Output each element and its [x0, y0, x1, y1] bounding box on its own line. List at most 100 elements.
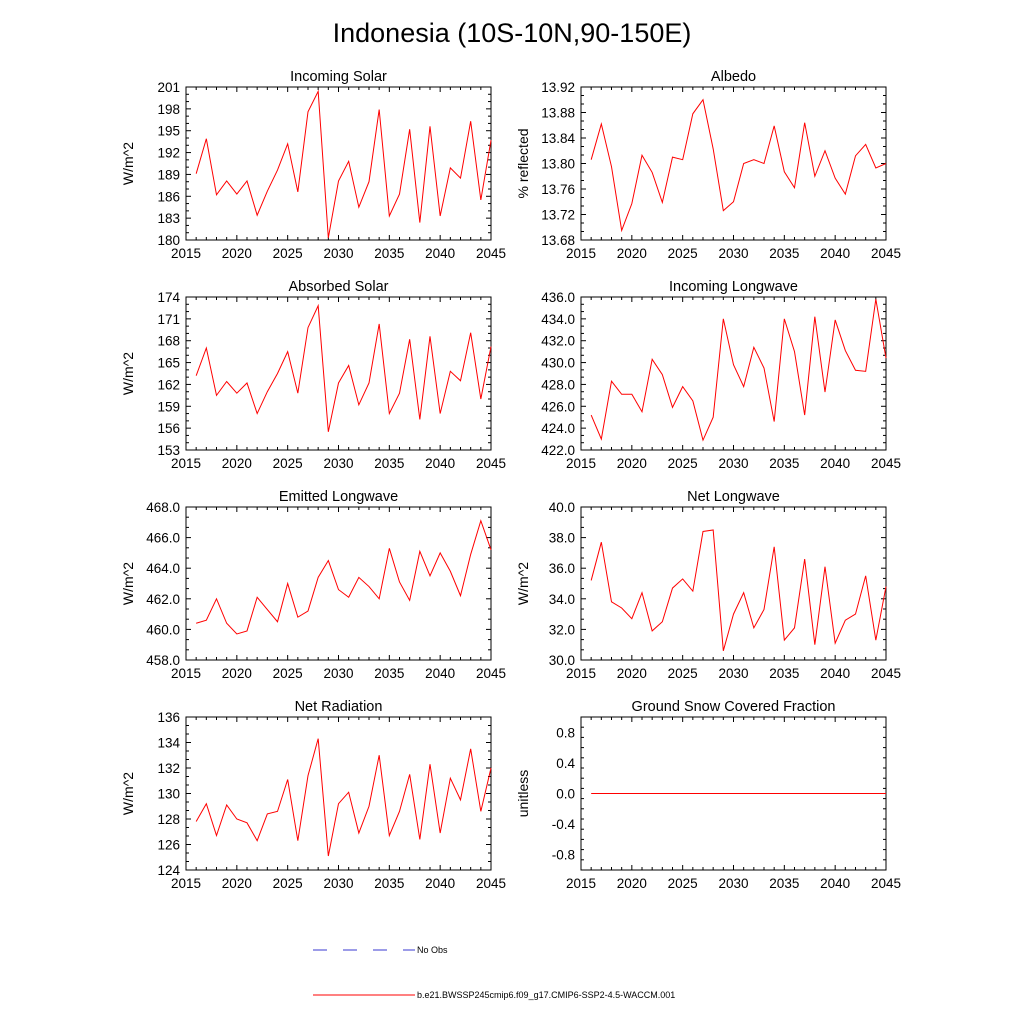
- x-tick-label: 2045: [871, 246, 901, 261]
- chart-panel-3: Absorbed Solar 2015 2020 2025 2030 2035 2040 20…: [120, 279, 506, 471]
- x-tick-label: 2020: [617, 666, 647, 681]
- panel-title: Ground Snow Covered Fraction: [632, 699, 836, 715]
- x-tick-label: 2020: [222, 456, 252, 471]
- y-tick-label: 13.92: [541, 80, 575, 95]
- y-axis-label: W/m^2: [515, 562, 531, 605]
- y-tick-label: 13.88: [541, 106, 575, 121]
- x-tick-label: 2045: [476, 246, 506, 261]
- x-tick-label: 2035: [769, 246, 799, 261]
- series-line-1: [590, 529, 887, 651]
- y-tick-label: 0.0: [556, 787, 575, 802]
- y-tick-label: 198: [157, 102, 180, 117]
- y-tick-label: 128: [157, 812, 180, 827]
- x-tick-label: 2015: [566, 666, 596, 681]
- chart-panel-8: Ground Snow Covered Fraction 2015 2020 2025…: [515, 699, 901, 891]
- x-tick-label: 2045: [871, 456, 901, 471]
- x-tick-label: 2040: [425, 876, 455, 891]
- x-tick-label: 2015: [566, 876, 596, 891]
- x-tick-label: 2030: [323, 456, 353, 471]
- series-line-1: [195, 738, 492, 857]
- y-tick-label: 458.0: [146, 653, 180, 668]
- y-tick-label: 13.80: [541, 157, 575, 172]
- x-tick-label: 2020: [617, 876, 647, 891]
- y-tick-label: 136: [157, 710, 180, 725]
- y-tick-label: 424.0: [541, 421, 575, 436]
- x-tick-label: 2020: [222, 666, 252, 681]
- x-tick-label: 2025: [273, 666, 303, 681]
- y-tick-label: 432.0: [541, 334, 575, 349]
- y-tick-label: 195: [157, 124, 180, 139]
- x-tick-label: 2030: [718, 246, 748, 261]
- legend-label-no-obs: No Obs: [417, 945, 448, 955]
- series-line-1: [590, 299, 887, 442]
- panel-title: Incoming Solar: [290, 69, 387, 85]
- panel-title: Incoming Longwave: [669, 279, 798, 295]
- chart-panel-6: Net Longwave 2015 2020 2025 2030 2035 2040 2045…: [515, 489, 901, 681]
- y-tick-label: 428.0: [541, 377, 575, 392]
- x-tick-label: 2045: [476, 456, 506, 471]
- y-axis-label: % reflected: [515, 128, 531, 198]
- chart-panel-5: Emitted Longwave 2015 2020 2025 2030 2035 2040…: [120, 489, 506, 681]
- x-tick-label: 2030: [718, 456, 748, 471]
- y-tick-label: 30.0: [549, 653, 575, 668]
- y-tick-label: 462.0: [146, 592, 180, 607]
- x-tick-label: 2040: [820, 666, 850, 681]
- panel-title: Net Longwave: [687, 489, 780, 505]
- y-tick-label: 13.84: [541, 131, 575, 146]
- panel-title: Albedo: [711, 69, 756, 85]
- y-tick-label: 153: [157, 443, 180, 458]
- x-tick-label: 2025: [273, 456, 303, 471]
- x-tick-label: 2035: [374, 666, 404, 681]
- panel-title: Absorbed Solar: [289, 279, 389, 295]
- y-tick-label: 171: [157, 312, 180, 327]
- y-tick-label: 36.0: [549, 561, 575, 576]
- y-tick-label: 0.8: [556, 725, 575, 740]
- x-tick-label: 2015: [171, 246, 201, 261]
- series-line-1: [195, 303, 492, 432]
- x-tick-label: 2025: [273, 876, 303, 891]
- x-tick-label: 2025: [668, 456, 698, 471]
- y-tick-label: 183: [157, 211, 180, 226]
- x-tick-label: 2040: [425, 246, 455, 261]
- x-tick-label: 2045: [476, 876, 506, 891]
- y-tick-label: 38.0: [549, 531, 575, 546]
- y-tick-label: 180: [157, 233, 180, 248]
- y-tick-label: 189: [157, 167, 180, 182]
- y-tick-label: 466.0: [146, 531, 180, 546]
- x-tick-label: 2020: [222, 246, 252, 261]
- x-tick-label: 2030: [718, 876, 748, 891]
- y-tick-label: 0.4: [556, 756, 575, 771]
- x-tick-label: 2040: [820, 456, 850, 471]
- y-tick-label: 162: [157, 377, 180, 392]
- figure-legend: No Obs b.e21.BWSSP245cmip6.f09_g17.CMIP6…: [313, 945, 675, 1000]
- panel-title: Emitted Longwave: [279, 489, 398, 505]
- series-line-1: [196, 519, 492, 635]
- x-tick-label: 2020: [617, 246, 647, 261]
- y-tick-label: 13.72: [541, 208, 575, 223]
- y-tick-label: 460.0: [146, 622, 180, 637]
- y-tick-label: 434.0: [541, 312, 575, 327]
- x-tick-label: 2020: [617, 456, 647, 471]
- x-tick-label: 2025: [273, 246, 303, 261]
- y-tick-label: 430.0: [541, 356, 575, 371]
- x-tick-label: 2020: [222, 876, 252, 891]
- x-tick-label: 2015: [566, 456, 596, 471]
- x-tick-label: 2015: [171, 666, 201, 681]
- x-tick-label: 2040: [425, 666, 455, 681]
- legend-label-model-run: b.e21.BWSSP245cmip6.f09_g17.CMIP6-SSP2-4…: [417, 990, 675, 1000]
- x-tick-label: 2040: [425, 456, 455, 471]
- x-tick-label: 2030: [323, 876, 353, 891]
- y-tick-label: 124: [157, 863, 180, 878]
- chart-panel-4: Incoming Longwave 2015 2020 2025 2030 2035 204…: [541, 279, 901, 471]
- y-axis-label: W/m^2: [120, 772, 136, 815]
- panel-grid: Incoming Solar 2015 2020 2025 2030 2035 2040 20…: [120, 69, 901, 891]
- panel-title: Net Radiation: [295, 699, 383, 715]
- y-tick-label: 32.0: [549, 622, 575, 637]
- x-tick-label: 2015: [171, 456, 201, 471]
- x-tick-label: 2025: [668, 666, 698, 681]
- y-tick-label: -0.8: [552, 848, 575, 863]
- x-tick-label: 2040: [820, 876, 850, 891]
- x-tick-label: 2035: [374, 876, 404, 891]
